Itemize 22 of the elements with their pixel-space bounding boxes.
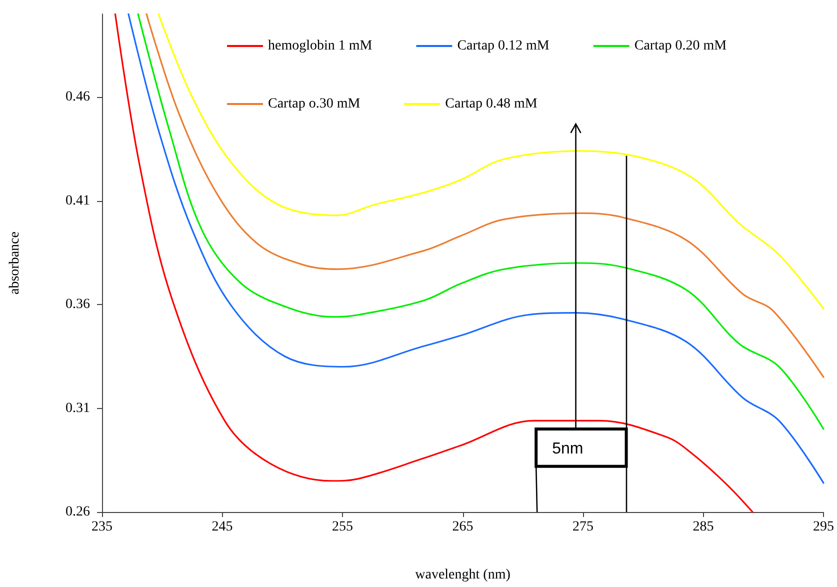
y-tick-label: 0.46: [66, 90, 90, 104]
legend-label: Cartap 0.20 mM: [634, 38, 728, 54]
y-tick-label: 0.31: [66, 400, 90, 416]
y-tick-label: 0.26: [66, 504, 90, 520]
line-series: [158, 13, 824, 310]
legend-label: Cartap 0.48 mM: [445, 96, 538, 112]
x-tick-label: 235: [92, 520, 112, 534]
x-tick-label: 295: [813, 520, 834, 534]
y-tick-label: 0.41: [66, 193, 90, 208]
annotation: 5nm: [552, 440, 584, 458]
x-tick-label: 285: [692, 520, 714, 534]
x-tick-label: 245: [212, 520, 233, 534]
legend-label: hemoglobin 1 mM: [268, 38, 373, 54]
legend-label: Cartap o.30 mM: [268, 96, 361, 112]
y-axis-title: absorbance: [8, 232, 22, 294]
line-series: [114, 13, 754, 513]
x-tick-label: 255: [332, 520, 353, 534]
x-tick-label: 275: [572, 520, 594, 534]
x-tick-label: 265: [452, 520, 474, 534]
legend-label: Cartap 0.12 mM: [457, 38, 550, 54]
x-axis-title: wavelenght (nm): [415, 568, 511, 582]
y-tick-label: 0.36: [66, 297, 90, 312]
